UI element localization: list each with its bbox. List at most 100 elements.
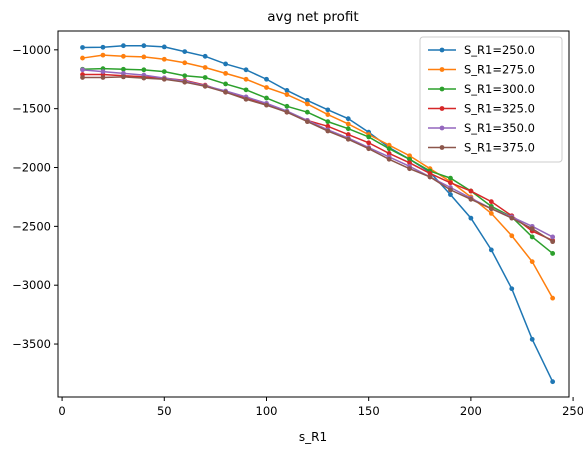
data-point: [243, 96, 249, 102]
data-point: [121, 74, 126, 80]
data-point: [264, 102, 269, 108]
data-point: [202, 53, 208, 59]
data-point: [80, 67, 85, 73]
x-tick-label: 250: [562, 404, 583, 418]
data-point: [223, 70, 229, 76]
legend-marker: [439, 67, 445, 72]
data-point: [468, 215, 474, 221]
data-point: [304, 101, 310, 107]
data-point: [550, 295, 556, 301]
data-point: [407, 153, 412, 159]
legend-label: S_R1=375.0: [464, 141, 535, 155]
y-tick-label: −2500: [12, 219, 51, 233]
data-point: [100, 75, 106, 80]
y-tick-label: −1500: [12, 102, 51, 116]
data-point: [243, 87, 249, 93]
data-point: [121, 66, 126, 72]
data-point: [448, 187, 453, 193]
data-point: [284, 109, 290, 115]
data-point: [100, 52, 106, 58]
data-point: [550, 234, 556, 240]
data-point: [345, 126, 351, 132]
data-point: [284, 103, 290, 109]
data-point: [161, 76, 167, 82]
data-point: [141, 54, 147, 60]
data-point: [488, 206, 494, 212]
y-tick-label: −2000: [12, 161, 51, 175]
data-point: [325, 119, 331, 125]
legend-marker: [439, 86, 445, 92]
data-point: [202, 83, 208, 89]
data-point: [325, 107, 331, 113]
data-point: [468, 188, 474, 194]
data-point: [223, 89, 229, 95]
data-point: [325, 128, 331, 134]
data-point: [448, 180, 453, 186]
data-point: [550, 239, 556, 245]
chart-title: avg net profit: [267, 9, 358, 25]
data-point: [284, 88, 290, 93]
data-point: [366, 134, 372, 140]
data-point: [182, 73, 188, 79]
data-point: [386, 150, 392, 156]
data-point: [345, 136, 351, 142]
data-point: [427, 170, 433, 176]
data-point: [141, 75, 147, 81]
data-point: [243, 76, 249, 82]
data-point: [509, 233, 515, 239]
data-point: [202, 75, 208, 80]
data-point: [366, 146, 372, 152]
data-point: [427, 174, 433, 180]
data-point: [141, 67, 147, 73]
data-point: [182, 49, 188, 54]
data-point: [386, 146, 392, 152]
data-point: [488, 199, 494, 205]
data-point: [243, 67, 249, 73]
data-point: [529, 259, 535, 265]
y-tick-label: −1000: [12, 43, 51, 57]
series-layer: [80, 43, 556, 385]
data-point: [202, 65, 208, 70]
data-point: [407, 156, 412, 162]
data-point: [304, 109, 310, 115]
y-axis: −3500 −3000 −2500 −2000 −1500 −1000: [12, 43, 58, 351]
data-point: [529, 336, 535, 342]
x-tick-label: 0: [58, 404, 65, 418]
data-point: [264, 85, 269, 90]
legend-marker: [439, 106, 445, 111]
x-axis: 0 50 100 150 200 250: [58, 397, 583, 418]
data-point: [345, 121, 351, 127]
legend-box: [419, 36, 563, 163]
x-tick-label: 200: [460, 404, 482, 418]
data-point: [407, 166, 412, 172]
legend-label: S_R1=325.0: [464, 102, 535, 116]
data-point: [468, 196, 474, 202]
data-point: [345, 116, 351, 122]
data-point: [161, 44, 167, 50]
series-line: [82, 44, 554, 383]
series-line: [82, 76, 554, 243]
x-tick-label: 50: [157, 404, 172, 418]
data-point: [121, 53, 126, 59]
data-point: [121, 43, 126, 49]
data-point: [488, 247, 494, 253]
data-point: [223, 61, 229, 67]
y-tick-label: −3500: [12, 337, 51, 351]
data-point: [264, 76, 269, 82]
data-point: [509, 286, 515, 292]
data-point: [80, 55, 85, 61]
data-point: [161, 56, 167, 62]
data-point: [345, 132, 351, 137]
data-point: [325, 123, 331, 129]
legend-label: S_R1=250.0: [464, 43, 535, 57]
legend-marker: [439, 145, 445, 150]
y-tick-label: −3000: [12, 278, 51, 292]
data-point: [407, 160, 412, 166]
data-point: [529, 234, 535, 240]
legend: S_R1=250.0 S_R1=275.0 S_R1=300.0 S_R1=325.0…: [419, 36, 563, 163]
data-point: [223, 81, 229, 87]
x-tick-label: 100: [256, 404, 278, 418]
plot-frame: [57, 30, 570, 398]
data-point: [121, 70, 126, 76]
